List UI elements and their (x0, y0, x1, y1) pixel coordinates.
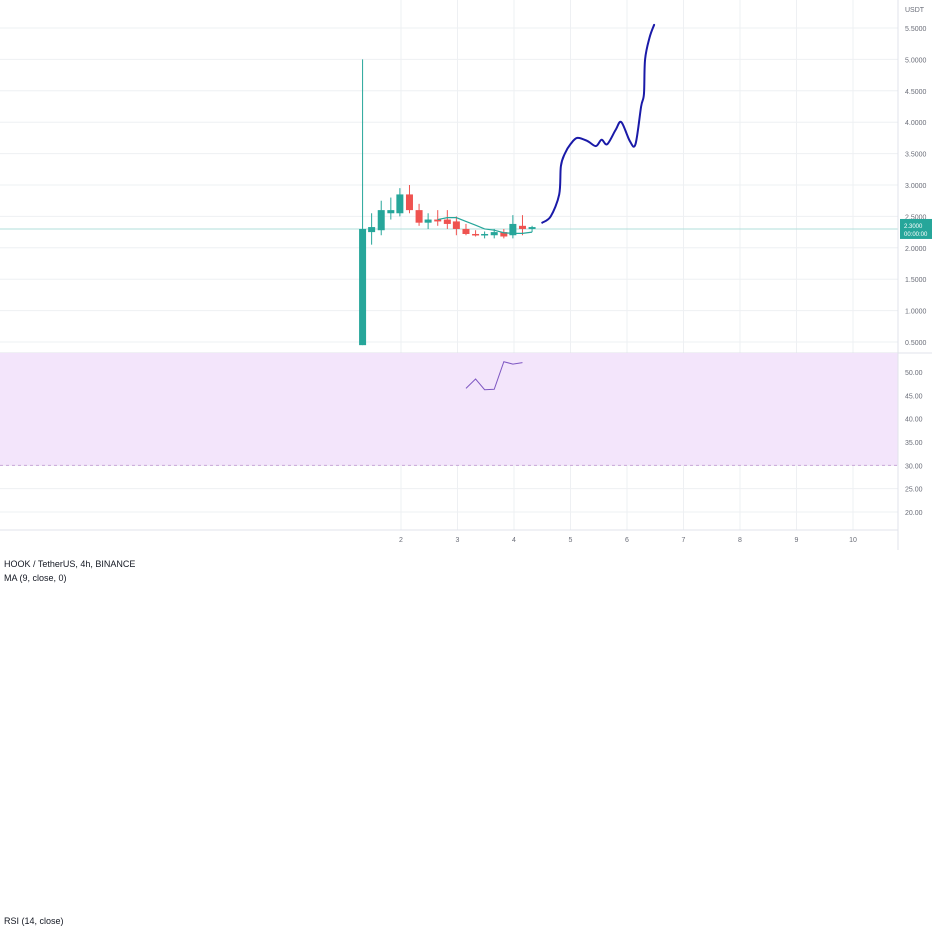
price-tick-label: 4.0000 (905, 120, 927, 127)
price-tag-countdown: 00:00:00 (904, 232, 928, 238)
x-tick-label: 7 (682, 537, 686, 544)
candle-body (387, 210, 395, 214)
rsi-tick-label: 25.00 (905, 487, 923, 494)
candle-body (377, 210, 385, 231)
rsi-line (465, 361, 523, 391)
price-tick-label: 2.5000 (905, 214, 927, 221)
rsi-band (0, 353, 898, 466)
price-tick-label: 3.5000 (905, 152, 927, 159)
candle-body (518, 225, 526, 229)
candle-body (462, 228, 470, 234)
candle[interactable] (462, 223, 470, 236)
price-tick-label: 3.0000 (905, 183, 927, 190)
candle-body (509, 223, 517, 236)
x-tick-label: 6 (625, 537, 629, 544)
axes: USDT 0.5000 1.0000 1.5000 2.0000 2.5000 3.0000… (0, 0, 932, 550)
candle[interactable] (500, 228, 508, 239)
x-tick-label: 5 (569, 537, 573, 544)
candle[interactable] (509, 215, 517, 239)
rsi-band-fill (0, 353, 898, 466)
candle[interactable] (377, 200, 385, 236)
price-tick-label: 1.5000 (905, 277, 927, 284)
price-tick-label: 5.0000 (905, 57, 927, 64)
candle-body (434, 219, 442, 222)
rsi-tick-label: 40.00 (905, 417, 923, 424)
candle[interactable] (472, 230, 480, 237)
price-tick-label: 4.5000 (905, 89, 927, 96)
rsi-layer (465, 361, 523, 391)
candle[interactable] (424, 213, 432, 229)
candle-body (443, 219, 451, 224)
candle-body (359, 228, 367, 346)
price-tick-label: 5.5000 (905, 26, 927, 33)
rsi-tick-label: 20.00 (905, 510, 923, 517)
candle-body (396, 194, 404, 214)
candle-body (405, 194, 413, 211)
candle-body (500, 232, 508, 237)
rsi-tick-label: 30.00 (905, 463, 923, 470)
forecast-path[interactable] (541, 23, 656, 224)
candle[interactable] (359, 59, 367, 346)
chart-svg[interactable]: USDT 0.5000 1.0000 1.5000 2.0000 2.5000 3.0000… (0, 0, 932, 550)
price-tag-value: 2.3000 (904, 224, 923, 230)
candle[interactable] (405, 185, 413, 214)
candle[interactable] (396, 188, 404, 217)
rsi-legend: RSI (14, close) (4, 916, 64, 926)
candle-body (452, 221, 460, 229)
price-tick-label: 2.0000 (905, 246, 927, 253)
candle-body (490, 232, 498, 236)
ma-legend: MA (9, close, 0) (4, 573, 67, 583)
forecast-layer (541, 23, 656, 224)
background (0, 0, 932, 550)
x-tick-label: 8 (738, 537, 742, 544)
candle-body (472, 233, 480, 236)
candle[interactable] (443, 210, 451, 229)
rsi-tick-label: 45.00 (905, 393, 923, 400)
candle[interactable] (415, 203, 423, 226)
symbol-title: HOOK / TetherUS, 4h, BINANCE (4, 559, 136, 569)
candle-body (415, 210, 423, 223)
candle[interactable] (528, 225, 536, 233)
candle[interactable] (452, 216, 460, 236)
candle-body (481, 233, 489, 236)
ma-line (437, 217, 533, 234)
price-tick-label: 0.5000 (905, 340, 927, 347)
candle[interactable] (518, 215, 526, 236)
candle[interactable] (368, 213, 376, 245)
candles (359, 59, 536, 346)
x-tick-label: 10 (849, 537, 857, 544)
ma-layer (437, 217, 533, 234)
price-tick-label: 1.0000 (905, 309, 927, 316)
candle-body (368, 227, 376, 233)
x-tick-label: 9 (795, 537, 799, 544)
candle[interactable] (387, 197, 395, 220)
rsi-tick-label: 35.00 (905, 440, 923, 447)
x-tick-label: 4 (512, 537, 516, 544)
currency-label: USDT (905, 7, 925, 14)
last-price-tag: 2.3000 00:00:00 (900, 218, 932, 239)
rsi-tick-label: 50.00 (905, 370, 923, 377)
candle[interactable] (481, 231, 489, 239)
x-tick-label: 2 (399, 537, 403, 544)
chart-background (0, 0, 932, 550)
candle-body (528, 227, 536, 229)
candle[interactable] (434, 210, 442, 226)
candle-body (424, 219, 432, 223)
price-tag-bg (900, 218, 932, 239)
x-tick-label: 3 (456, 537, 460, 544)
